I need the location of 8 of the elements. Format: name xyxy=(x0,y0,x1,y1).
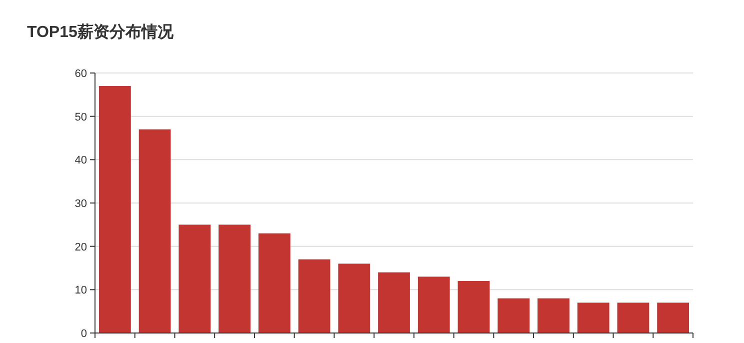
y-tick-label: 20 xyxy=(74,241,87,254)
y-tick-label: 10 xyxy=(74,284,87,297)
y-tick-label: 30 xyxy=(74,198,87,210)
y-tick-label: 50 xyxy=(74,111,87,124)
title: TOP15薪资分布情况 xyxy=(27,24,174,41)
y-tick-label: 60 xyxy=(74,68,87,80)
y-tick-label: 40 xyxy=(74,154,87,167)
y-tick-label: 0 xyxy=(80,328,87,340)
